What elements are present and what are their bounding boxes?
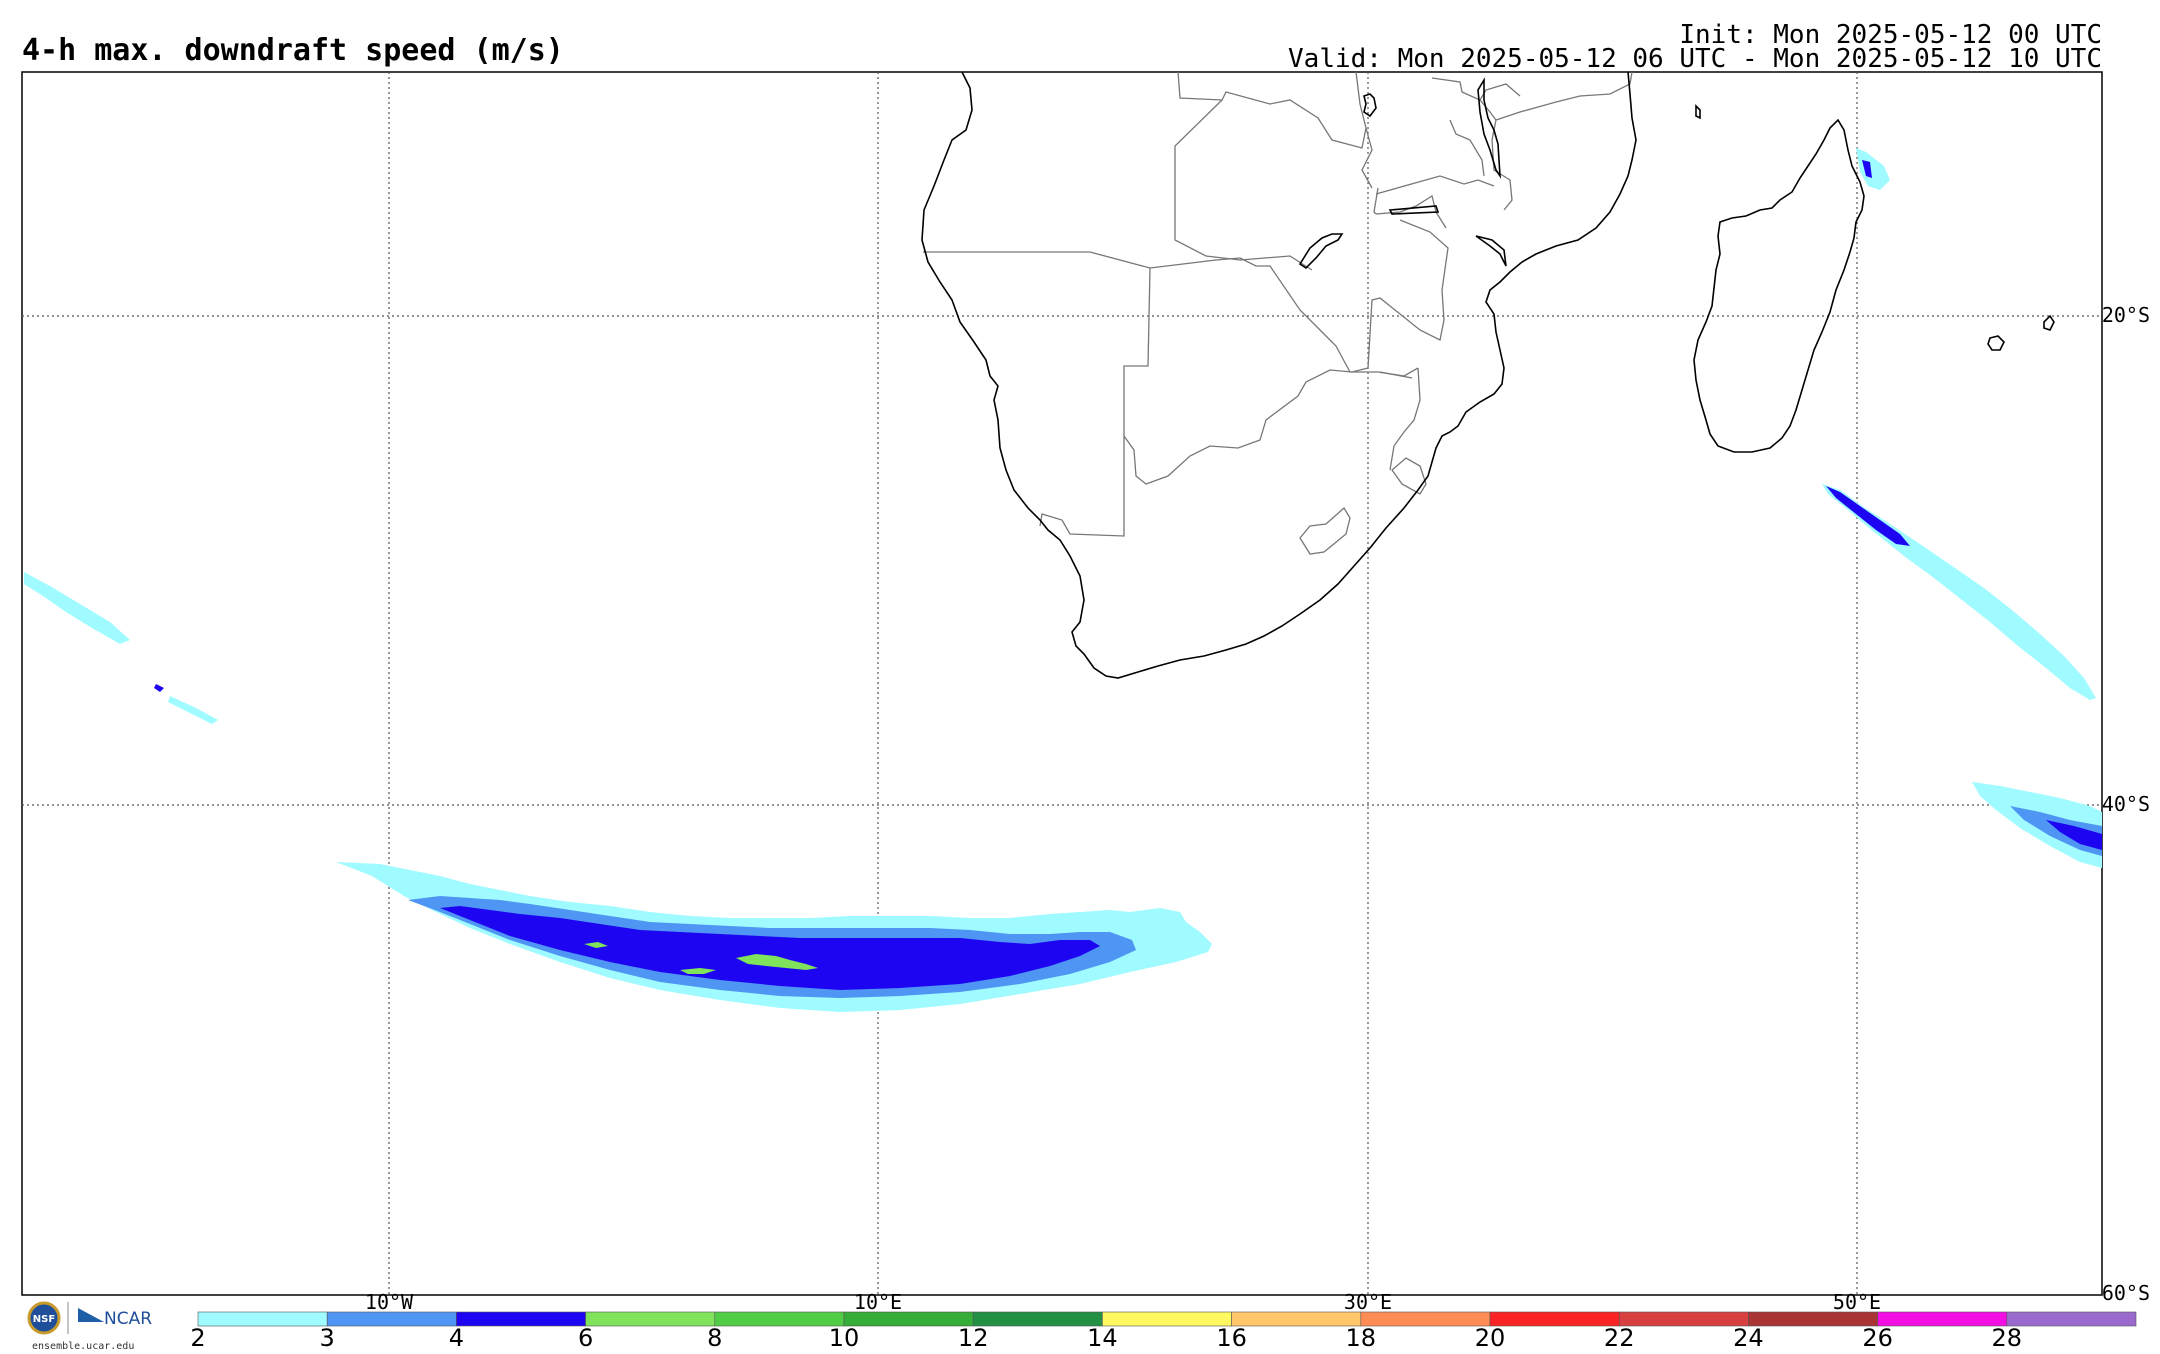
ncar-logo-text: NCAR	[104, 1309, 152, 1329]
weather-map-figure: 4-h max. downdraft speed (m/s) Init: Mon…	[0, 0, 2160, 1354]
colorbar-tick-labels: 2 3 4 6 8 10 12 14 16 18 20 22 24 26 28	[190, 1324, 2022, 1352]
colorbar-tick-label: 16	[1216, 1324, 1247, 1352]
logo-block: NSF NCAR ensemble.ucar.edu	[29, 1302, 152, 1352]
colorbar-tick-label: 8	[707, 1324, 722, 1352]
ensemble-url: ensemble.ucar.edu	[32, 1341, 134, 1352]
colorbar-tick-label: 6	[578, 1324, 593, 1352]
map-title: 4-h max. downdraft speed (m/s)	[22, 33, 564, 68]
colorbar: 2 3 4 6 8 10 12 14 16 18 20 22 24 26 28	[190, 1312, 2136, 1352]
colorbar-tick-label: 22	[1604, 1324, 1635, 1352]
colorbar-swatch	[1102, 1312, 1231, 1326]
lon-label-30e: 30°E	[1344, 1290, 1392, 1314]
colorbar-tick-label: 26	[1862, 1324, 1893, 1352]
colorbar-swatch	[844, 1312, 973, 1326]
colorbar-tick-label: 20	[1475, 1324, 1506, 1352]
colorbar-tick-label: 4	[449, 1324, 464, 1352]
colorbar-swatch	[973, 1312, 1102, 1326]
colorbar-tick-label: 24	[1733, 1324, 1764, 1352]
lat-label-60s: 60°S	[2102, 1281, 2150, 1305]
colorbar-swatches	[198, 1312, 2136, 1326]
colorbar-tick-label: 28	[1992, 1324, 2023, 1352]
lat-label-20s: 20°S	[2102, 303, 2150, 327]
colorbar-tick-label: 3	[320, 1324, 335, 1352]
lon-label-10e: 10°E	[854, 1290, 902, 1314]
colorbar-tick-label: 12	[958, 1324, 989, 1352]
colorbar-swatch	[586, 1312, 715, 1326]
colorbar-swatch	[327, 1312, 456, 1326]
colorbar-swatch	[1490, 1312, 1619, 1326]
colorbar-tick-label: 2	[190, 1324, 205, 1352]
colorbar-swatch	[2007, 1312, 2136, 1326]
colorbar-swatch	[1748, 1312, 1877, 1326]
ncar-logo-mark	[78, 1308, 104, 1322]
map-frame	[22, 72, 2102, 1295]
nsf-logo-text: NSF	[33, 1314, 55, 1325]
colorbar-tick-label: 18	[1346, 1324, 1377, 1352]
colorbar-swatch	[456, 1312, 585, 1326]
valid-time: Valid: Mon 2025-05-12 06 UTC - Mon 2025-…	[1288, 44, 2102, 74]
colorbar-swatch	[1619, 1312, 1748, 1326]
colorbar-swatch	[1878, 1312, 2007, 1326]
colorbar-swatch	[198, 1312, 327, 1326]
lon-label-50e: 50°E	[1833, 1290, 1881, 1314]
lat-label-40s: 40°S	[2102, 792, 2150, 816]
colorbar-tick-label: 14	[1087, 1324, 1118, 1352]
latitude-labels: 20°S 40°S 60°S	[2102, 303, 2150, 1305]
colorbar-swatch	[715, 1312, 844, 1326]
colorbar-tick-label: 10	[829, 1324, 860, 1352]
colorbar-swatch	[1361, 1312, 1490, 1326]
lon-label-10w: 10°W	[365, 1290, 414, 1314]
colorbar-swatch	[1232, 1312, 1361, 1326]
